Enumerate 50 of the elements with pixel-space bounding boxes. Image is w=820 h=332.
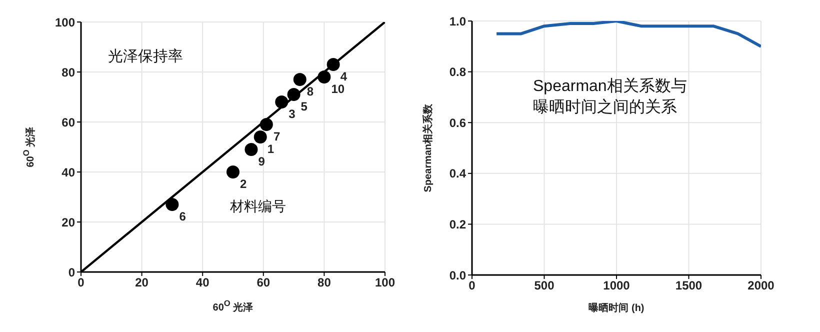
- x-tick-label: 20: [135, 276, 149, 290]
- x-tick-label: 500: [534, 278, 555, 293]
- annotation: 2: [240, 177, 247, 191]
- y-tick-label: 0: [68, 265, 76, 280]
- annotation: 6: [179, 210, 186, 224]
- point: [254, 130, 267, 144]
- point: [244, 143, 258, 156]
- y-tick-label: 0.2: [449, 217, 466, 232]
- x-tick-label: 2000: [748, 278, 775, 293]
- point: [275, 96, 288, 108]
- y-tick-label: 60: [62, 115, 76, 130]
- annotation: 4: [340, 70, 348, 84]
- x-tick-label: 80: [318, 276, 332, 290]
- y-tick-label: 1.0: [449, 14, 466, 28]
- x-axis-title: 曝晒时间 (h): [588, 302, 646, 315]
- text: 光泽保持率: [108, 47, 184, 67]
- annotation: 5: [300, 100, 308, 114]
- x-tick-label: 1000: [603, 278, 630, 293]
- y-tick-label: 20: [62, 215, 76, 230]
- annotation: 1: [267, 142, 274, 156]
- y-axis-title: Spearman相关系数: [422, 102, 435, 194]
- point: [318, 70, 331, 84]
- point: [287, 88, 300, 101]
- y-tick-label: 0.8: [449, 65, 466, 80]
- x-tick-label: 40: [196, 276, 210, 290]
- line-series: [495, 21, 761, 48]
- y-tick-label: 100: [54, 15, 76, 30]
- text: Spearman相关系数与曝晒时间之间的关系: [533, 76, 688, 118]
- y-tick-label: 40: [62, 165, 76, 180]
- point: [166, 198, 179, 211]
- annotation: 10: [331, 82, 345, 96]
- y-tick-label: 80: [62, 65, 76, 80]
- x-tick-label: 60: [256, 276, 270, 290]
- x-axis-title: 60$^{O}$ 光泽: [212, 298, 254, 314]
- point: [326, 58, 340, 71]
- x-tick-label: 1500: [675, 278, 702, 293]
- annotation: 8: [306, 84, 314, 98]
- annotation: 3: [288, 107, 296, 121]
- x-tick-label: 100: [374, 276, 396, 290]
- y-tick-label: 0.0: [449, 268, 466, 282]
- y-tick-label: 0.6: [449, 116, 466, 130]
- annotation: 材料编号: [230, 198, 286, 216]
- point: [226, 166, 240, 178]
- point: [260, 118, 273, 131]
- y-tick-label: 0.4: [449, 166, 466, 181]
- x-tick-label: 0: [78, 276, 85, 290]
- annotation: 7: [273, 130, 280, 144]
- x-tick-label: 0: [468, 278, 476, 293]
- annotation: 9: [258, 154, 266, 168]
- point: [293, 73, 306, 86]
